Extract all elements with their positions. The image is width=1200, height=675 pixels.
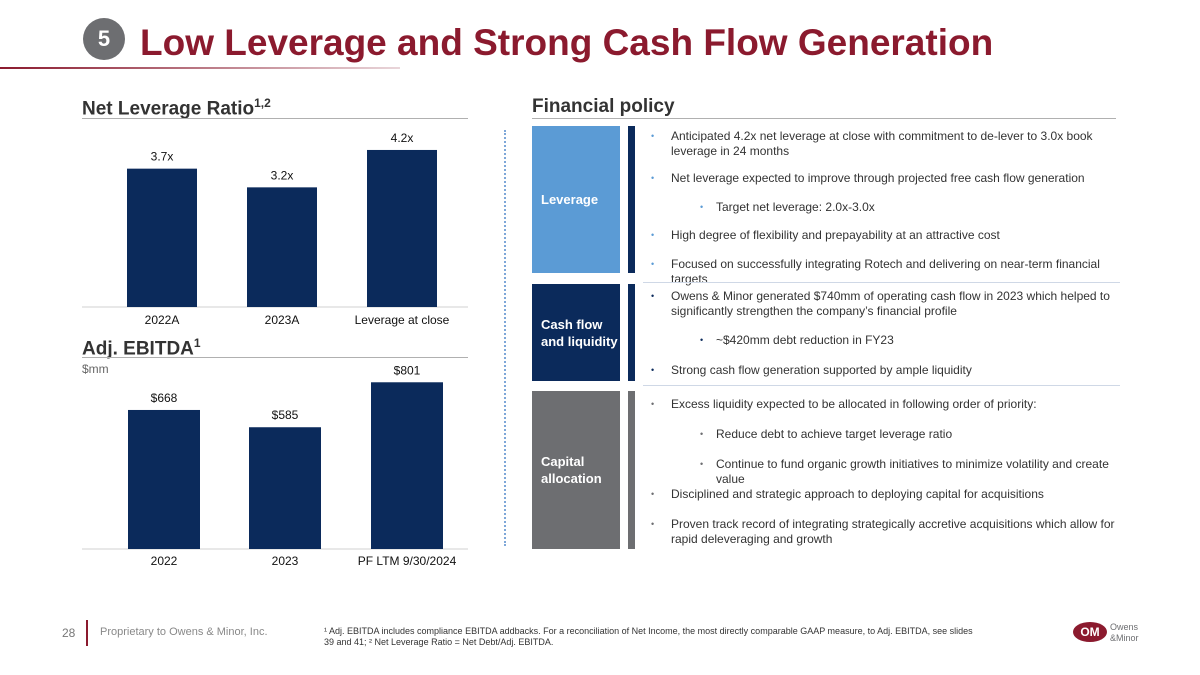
cash-flow-group-label-text: Cash flow and liquidity (541, 316, 618, 349)
capital-allocation-group-label-text: Capital allocation (541, 454, 602, 486)
bar-1 (128, 409, 200, 549)
logo-mark-text: OM (1080, 625, 1099, 639)
data-label-1: 3.7x (151, 150, 174, 164)
vertical-divider (504, 130, 506, 546)
leverage-group-label: Leverage (532, 126, 620, 273)
page-number: 28 (62, 626, 76, 640)
page-title: Low Leverage and Strong Cash Flow Genera… (140, 22, 994, 63)
data-label-3: 4.2x (391, 131, 414, 145)
bar-3 (371, 382, 443, 549)
leverage-group-accent-bar (628, 126, 635, 273)
cash-flow-group-label: Cash flow and liquidity (532, 284, 620, 381)
policy-title-rule (532, 118, 1116, 119)
group-separator (643, 385, 1120, 386)
capital-allocation-group-label: Capital allocation (532, 391, 620, 549)
ebitda-unit-label: $mm (82, 362, 109, 376)
bar-1 (127, 168, 197, 307)
category-label-3: PF LTM 9/30/2024 (358, 554, 457, 568)
leverage-group-content: • Anticipated 4.2x net leverage at close … (651, 129, 1100, 286)
section-number-badge: 5 (83, 18, 125, 60)
company-logo: OM Owens &Minor (1072, 620, 1152, 644)
ebitda-section-title: Adj. EBITDA1 (82, 336, 201, 360)
category-label-1: 2022 (151, 554, 178, 568)
group-separator (643, 282, 1120, 283)
leverage-group-label-text: Leverage (541, 192, 599, 207)
leverage-title-text: Net Leverage Ratio (82, 98, 255, 120)
net-leverage-chart: 3.7x 2022A 3.2x 2023A 4.2x Leverage at close (82, 131, 468, 327)
capital-allocation-group-content: • Excess liquidity expected to be allocat… (651, 397, 1115, 546)
capital-allocation-group-accent-bar (628, 391, 635, 549)
cash-flow-group-content: • Owens & Minor generated $740mm of opera… (651, 289, 1110, 377)
leverage-section-title: Net Leverage Ratio1,2 (82, 96, 271, 120)
proprietary-notice: Proprietary to Owens & Minor, Inc. (100, 626, 268, 638)
leverage-title-rule (82, 118, 468, 119)
logo-text-2: &Minor (1110, 633, 1139, 643)
category-label-2: 2023 (272, 554, 299, 568)
title-underline (0, 67, 400, 69)
footnote: ¹ Adj. EBITDA includes compliance EBITDA… (324, 626, 973, 647)
ebitda-title-text: Adj. EBITDA (82, 338, 194, 360)
policy-section-title: Financial policy (532, 96, 675, 117)
category-label-2: 2023A (265, 313, 300, 327)
logo-text-1: Owens (1110, 622, 1139, 632)
category-label-3: Leverage at close (355, 313, 450, 327)
adj-ebitda-chart: $668 2022 $585 2023 $801 PF LTM 9/30/2024 (82, 363, 468, 568)
leverage-title-sup: 1,2 (254, 96, 271, 110)
ebitda-title-rule (82, 357, 468, 358)
cash-flow-group-accent-bar (628, 284, 635, 381)
bar-2 (247, 187, 317, 307)
bar-3 (367, 149, 437, 307)
data-label-3: $801 (394, 363, 421, 377)
data-label-1: $668 (151, 391, 178, 405)
bar-2 (249, 427, 321, 549)
footer-divider (86, 620, 88, 646)
ebitda-title-sup: 1 (193, 336, 201, 350)
logo-mark-icon: OM Owens &Minor (1073, 622, 1139, 643)
data-label-2: $585 (272, 408, 299, 422)
category-label-1: 2022A (145, 313, 180, 327)
data-label-2: 3.2x (271, 168, 294, 182)
